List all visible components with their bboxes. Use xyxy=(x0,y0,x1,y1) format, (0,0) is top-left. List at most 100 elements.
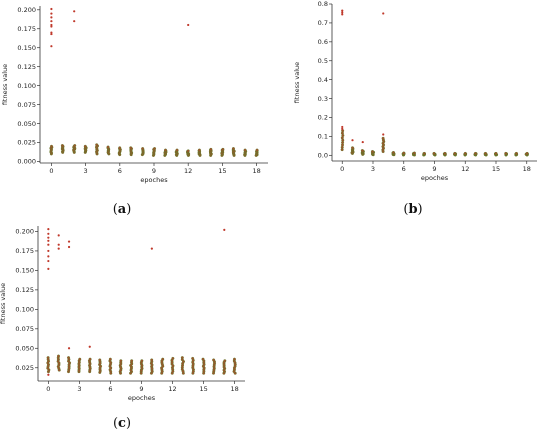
data-point xyxy=(83,144,87,148)
outlier-point xyxy=(341,127,344,130)
panel-c: 0 3 6 9 12 15 18 0.025 0.050 0.075 0.100 0.125 0.150… xyxy=(0,226,245,431)
data-point xyxy=(443,151,447,155)
x-tick-label: 18 xyxy=(252,167,260,175)
data-point xyxy=(232,357,236,361)
data-point xyxy=(525,151,529,155)
outlier-point xyxy=(341,13,344,16)
y-tick-label: 0.050 xyxy=(17,120,36,128)
x-tick-label: 12 xyxy=(461,165,469,173)
outlier-point xyxy=(47,232,50,235)
data-point xyxy=(129,146,133,150)
data-point xyxy=(463,151,467,155)
y-tick-label: 0.100 xyxy=(17,82,36,90)
data-point xyxy=(50,144,54,148)
y-tick-label: 0.050 xyxy=(15,344,34,352)
x-axis-label: epoches xyxy=(128,394,156,402)
data-point xyxy=(164,148,168,152)
x-tick-label: 3 xyxy=(84,167,88,175)
outlier-point xyxy=(67,240,71,243)
y-tick-label: 0.025 xyxy=(15,364,34,372)
x-tick-label: 18 xyxy=(231,385,239,393)
outlier-point xyxy=(57,247,60,250)
data-point xyxy=(161,357,165,361)
data-point xyxy=(231,147,235,151)
data-point xyxy=(341,138,345,142)
data-point xyxy=(180,356,184,360)
y-tick-label: 0.000 xyxy=(17,158,36,166)
y-tick-label: 0.4 xyxy=(318,76,328,84)
outlier-point xyxy=(47,267,50,270)
data-point xyxy=(201,357,205,361)
outlier-point xyxy=(351,139,354,142)
data-point xyxy=(140,359,144,363)
outlier-point xyxy=(50,31,53,34)
data-point xyxy=(514,151,518,155)
data-point xyxy=(243,148,247,152)
outlier-point xyxy=(223,228,226,231)
outlier-point xyxy=(57,243,60,246)
panel-a: 0 3 6 9 12 15 18 0.000 0.025 0.050 0.075 0.100 0.125… xyxy=(1,6,268,217)
data-point xyxy=(432,151,436,155)
data-point xyxy=(56,354,60,358)
x-tick-label: 3 xyxy=(371,165,375,173)
data-point xyxy=(153,147,157,151)
x-tick-label: 12 xyxy=(168,385,176,393)
x-tick-label: 18 xyxy=(523,165,531,173)
outlier-point xyxy=(341,125,344,129)
data-point xyxy=(422,151,426,155)
y-tick-label: 0.075 xyxy=(15,325,34,333)
y-axis-label: fitness value xyxy=(1,64,9,105)
data-point xyxy=(504,151,508,155)
outlier-point xyxy=(57,234,60,237)
data-point xyxy=(402,151,406,155)
y-tick-label: 0.150 xyxy=(17,44,36,52)
data-point xyxy=(212,358,216,362)
x-tick-label: 6 xyxy=(118,167,122,175)
data-point xyxy=(141,147,145,151)
x-axis-label: epoches xyxy=(421,174,449,182)
outlier-point xyxy=(150,247,153,250)
outlier-point xyxy=(47,373,50,376)
y-axis-label: fitness value xyxy=(0,283,7,324)
outlier-point xyxy=(47,236,50,239)
outlier-point xyxy=(341,11,344,14)
x-tick-label: 15 xyxy=(199,385,207,393)
data-point xyxy=(60,144,64,148)
panel-b: 0 3 6 9 12 15 18 0.0 0.1 0.2 0.3 0.4 0.5 0.6 0.7 0.8 epo… xyxy=(293,0,537,217)
outlier-point xyxy=(382,12,385,15)
y-tick-label: 0.1 xyxy=(318,133,328,141)
y-tick-label: 0.025 xyxy=(17,139,36,147)
data-point xyxy=(186,149,190,153)
data-point xyxy=(381,136,385,140)
data-point xyxy=(150,358,154,362)
outlier-point xyxy=(341,9,344,12)
outlier-point xyxy=(47,249,50,253)
x-tick-label: 15 xyxy=(218,167,226,175)
data-point xyxy=(106,145,110,149)
data-point xyxy=(98,358,102,362)
y-axis-label: fitness value xyxy=(293,62,301,103)
y-tick-label: 0.0 xyxy=(318,152,328,160)
outlier-point xyxy=(47,255,50,258)
y-tick-label: 0.125 xyxy=(17,63,36,71)
panel-label: (a) xyxy=(113,202,132,217)
data-point xyxy=(360,149,364,153)
outlier-point xyxy=(73,10,76,13)
x-tick-label: 0 xyxy=(46,385,50,393)
outlier-point xyxy=(47,239,50,242)
outlier-point xyxy=(47,259,50,263)
data-point xyxy=(391,150,395,154)
outlier-point xyxy=(50,32,53,36)
outlier-point xyxy=(50,45,53,48)
y-tick-label: 0.175 xyxy=(17,25,36,33)
y-tick-label: 0.7 xyxy=(318,19,328,27)
data-point xyxy=(46,356,50,360)
panel-label: (b) xyxy=(403,202,422,217)
x-tick-label: 6 xyxy=(108,385,112,393)
y-tick-label: 0.150 xyxy=(15,267,34,275)
x-tick-label: 9 xyxy=(152,167,156,175)
y-tick-label: 0.125 xyxy=(15,286,34,294)
data-point xyxy=(197,148,201,152)
y-tick-label: 0.5 xyxy=(318,57,328,65)
